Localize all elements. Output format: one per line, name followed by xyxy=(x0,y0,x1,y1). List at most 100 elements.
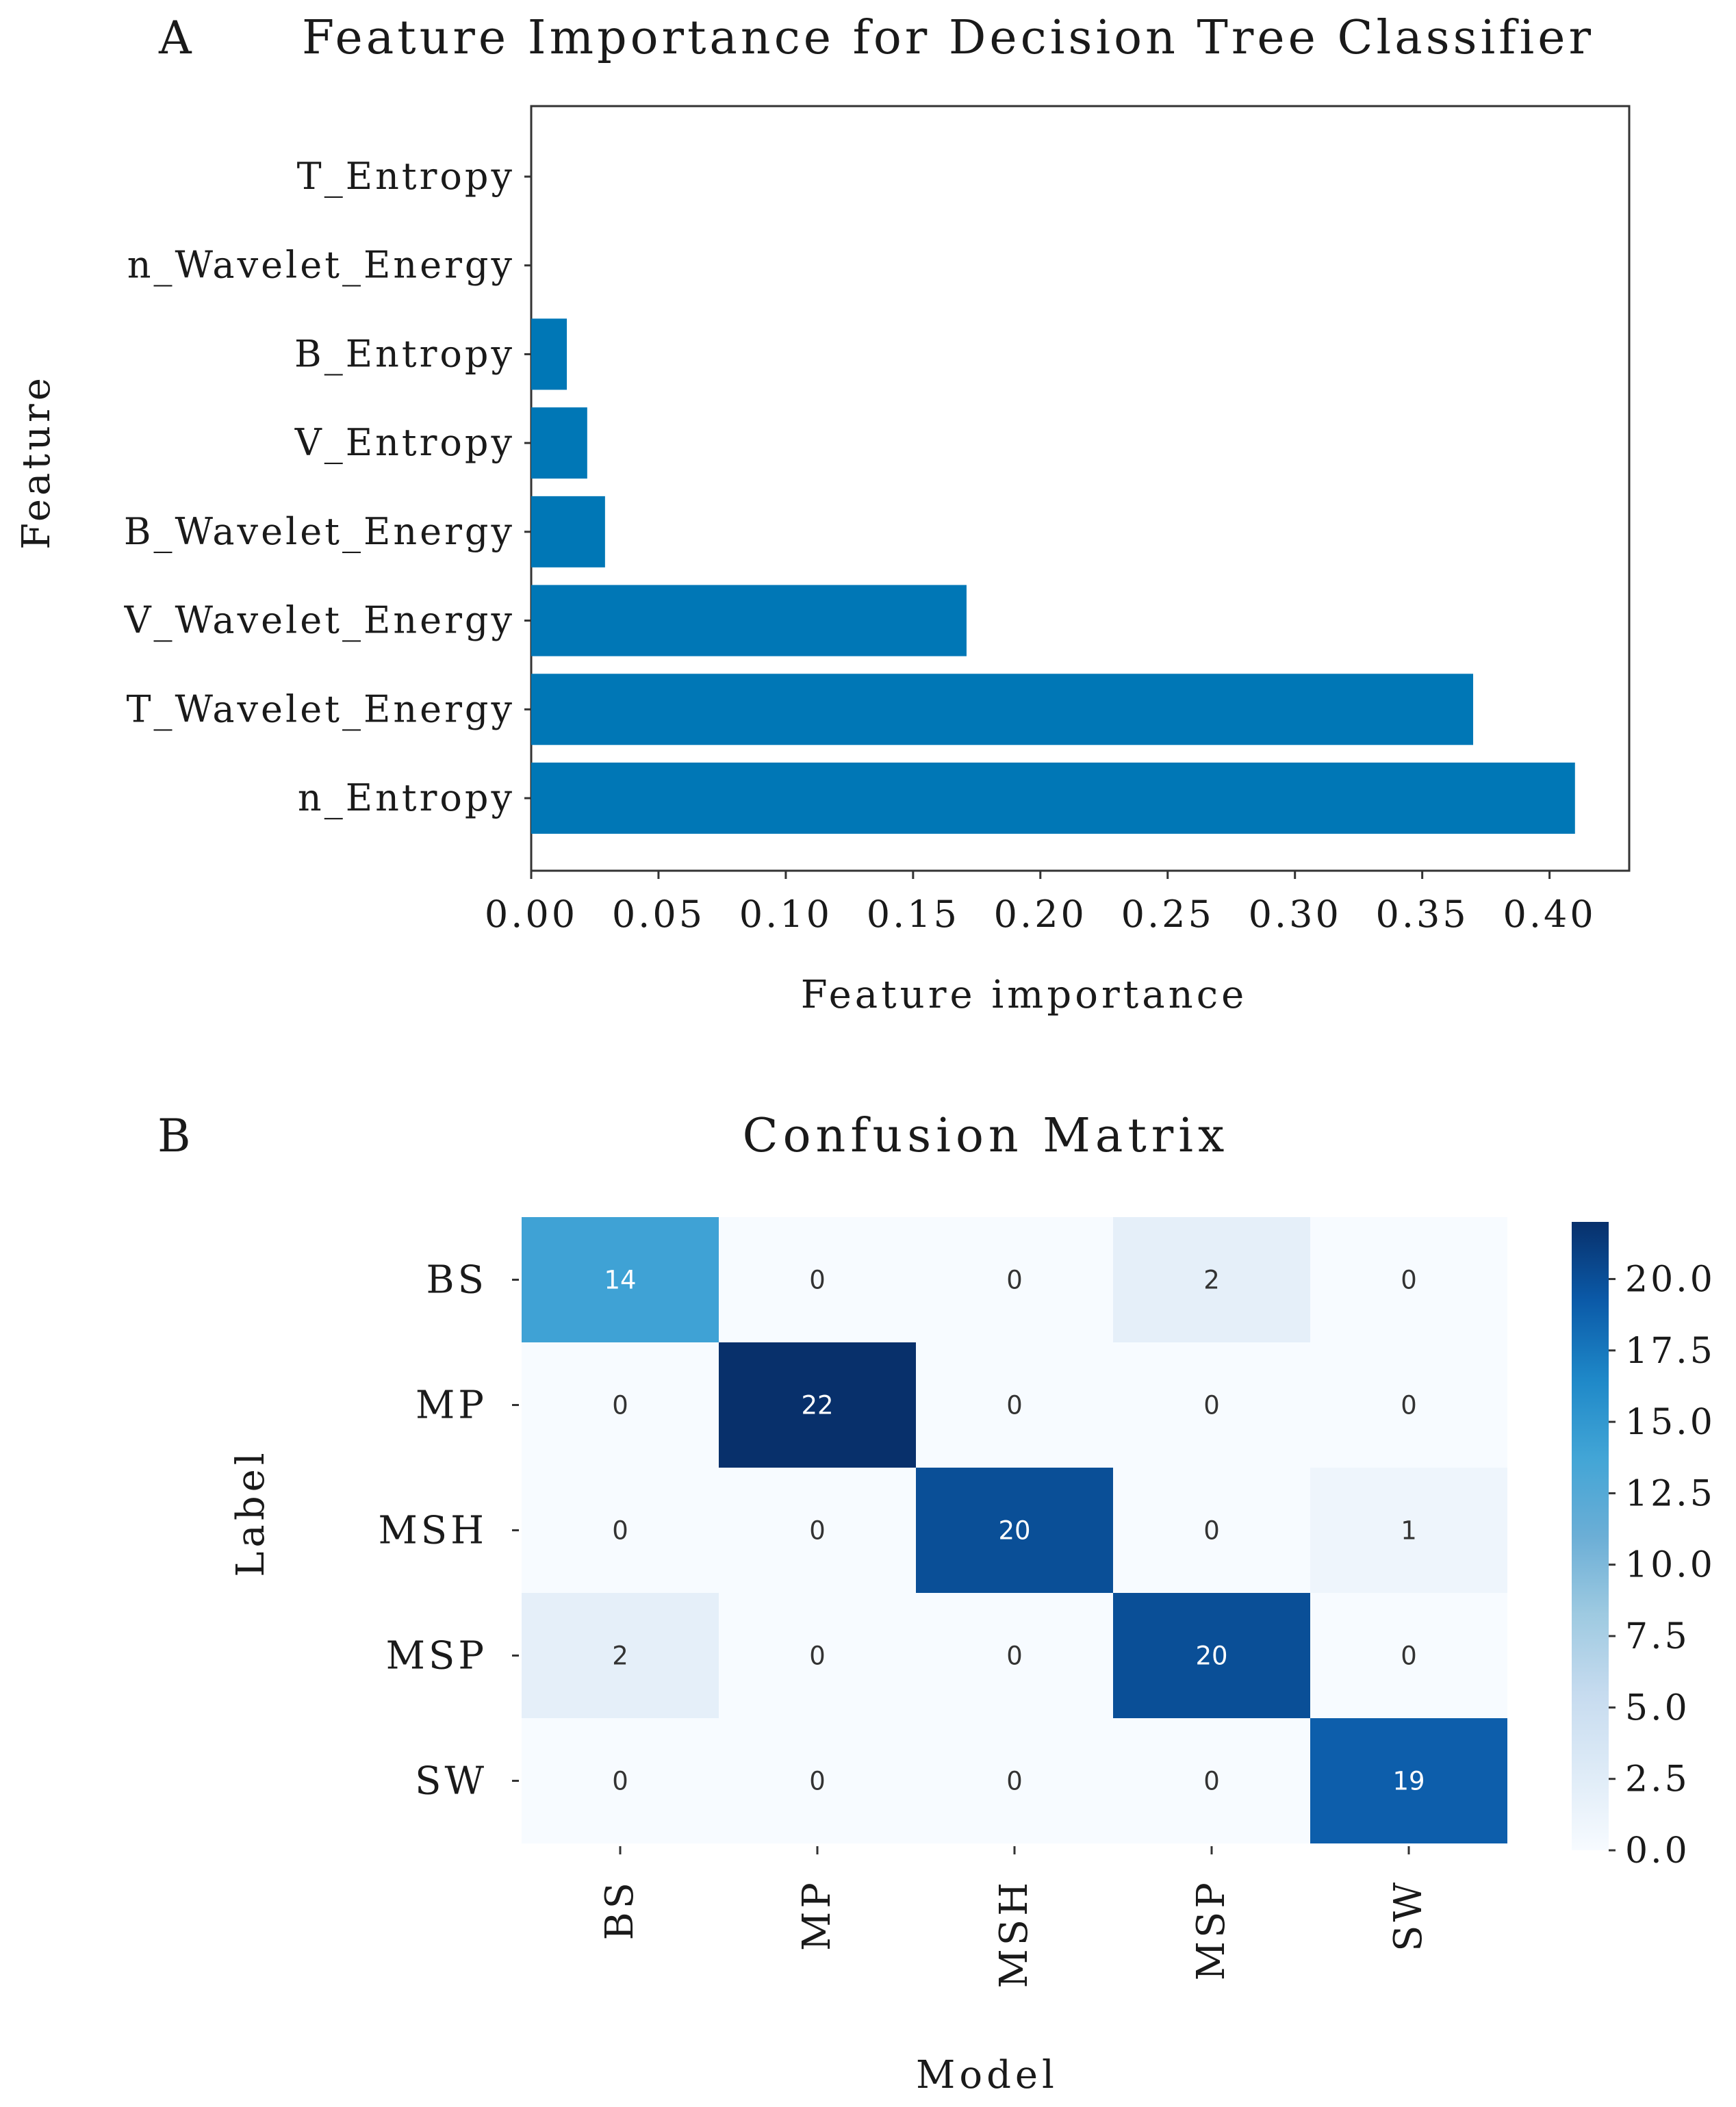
cell-value: 2 xyxy=(612,1642,628,1671)
colorbar-tick-label: 2.5 xyxy=(1625,1759,1690,1800)
cell-MSP-MP xyxy=(719,1593,916,1718)
chart-a-title: Feature Importance for Decision Tree Cla… xyxy=(302,11,1594,65)
row-labels: BS MP MSH MSP SW xyxy=(378,1258,519,1804)
colorbar-tick-label: 10.0 xyxy=(1625,1545,1715,1586)
y-tick-label-T_Wavelet_Energy: T_Wavelet_Energy xyxy=(127,687,515,730)
cell-MSH-BS xyxy=(522,1468,719,1593)
bar-T_Wavelet_Energy xyxy=(531,674,1474,745)
plot-frame xyxy=(530,105,1631,872)
cell-value: 0 xyxy=(612,1767,628,1796)
cell-value: 0 xyxy=(1006,1642,1023,1671)
cell-MSH-MP xyxy=(719,1468,916,1593)
cell-MSH-SW xyxy=(1310,1468,1507,1593)
y-tick-label-T_Entropy: T_Entropy xyxy=(297,155,515,198)
cell-SW-SW xyxy=(1310,1718,1507,1843)
cell-value: 14 xyxy=(604,1266,636,1295)
bar-B_Entropy xyxy=(531,318,567,390)
col-label-SW: SW xyxy=(1386,1879,1431,1952)
cell-MSP-BS xyxy=(522,1593,719,1718)
cell-value: 22 xyxy=(801,1391,833,1420)
cell-value: 0 xyxy=(809,1642,826,1671)
y-tick-label-V_Wavelet_Energy: V_Wavelet_Energy xyxy=(124,599,515,642)
row-label-MP: MP xyxy=(416,1383,487,1428)
y-tick-label-n_Entropy: n_Entropy xyxy=(298,776,515,819)
heatmap-x-axis-label: Model xyxy=(916,2053,1058,2097)
colorbar xyxy=(1572,1222,1609,1850)
cell-value: 2 xyxy=(1203,1266,1220,1295)
colorbar-tick-label: 0.0 xyxy=(1625,1830,1690,1872)
cell-MP-MP xyxy=(719,1342,916,1468)
bars xyxy=(531,318,1575,834)
cell-MP-MSH xyxy=(916,1342,1113,1468)
cell-value: 0 xyxy=(1203,1767,1220,1796)
cell-MSH-MSH xyxy=(916,1468,1113,1593)
row-label-MSP: MSP xyxy=(386,1634,487,1678)
panel-b-letter: B xyxy=(157,1110,191,1162)
x-tick-label: 0.25 xyxy=(1121,893,1214,936)
y-category-labels: T_Entropy n_Wavelet_Energy B_Entropy V_Entr… xyxy=(124,155,531,819)
cell-value: 0 xyxy=(1006,1767,1023,1796)
cell-value: 0 xyxy=(809,1767,826,1796)
row-label-MSH: MSH xyxy=(378,1509,487,1553)
y-tick-label-n_Wavelet_Energy: n_Wavelet_Energy xyxy=(127,244,515,287)
y-tick-label-B_Wavelet_Energy: B_Wavelet_Energy xyxy=(124,510,515,553)
cell-MP-BS xyxy=(522,1342,719,1468)
colorbar-tick-label: 17.5 xyxy=(1625,1331,1715,1372)
x-tick-label: 0.40 xyxy=(1503,893,1596,936)
row-label-BS: BS xyxy=(426,1258,487,1303)
x-tick-label: 0.05 xyxy=(612,893,705,936)
cell-BS-BS xyxy=(522,1217,719,1342)
cell-value: 20 xyxy=(1195,1642,1227,1671)
cell-value: 20 xyxy=(998,1516,1030,1546)
y-tick-label-B_Entropy: B_Entropy xyxy=(294,332,515,375)
col-label-MP: MP xyxy=(795,1879,839,1951)
feature-importance-chart: A Feature Importance for Decision Tree C… xyxy=(14,11,1631,1017)
colorbar-ticks: 0.0 2.5 5.0 7.5 10.0 12.5 15.0 17.5 20.0 xyxy=(1609,1259,1715,1872)
y-tick-label-V_Entropy: V_Entropy xyxy=(294,421,515,464)
x-axis-label: Feature importance xyxy=(801,973,1247,1017)
x-tick-label: 0.30 xyxy=(1249,893,1342,936)
x-tick-label: 0.20 xyxy=(994,893,1087,936)
cell-value: 0 xyxy=(1203,1391,1220,1420)
bar-B_Wavelet_Energy xyxy=(531,496,605,567)
cell-value: 0 xyxy=(1203,1516,1220,1546)
x-tick-label: 0.00 xyxy=(485,893,578,936)
x-tick-label: 0.35 xyxy=(1376,893,1469,936)
cell-value: 0 xyxy=(612,1391,628,1420)
cell-MP-MSP xyxy=(1113,1342,1310,1468)
cell-BS-SW xyxy=(1310,1217,1507,1342)
heatmap-cells: 14 0 0 2 00 22 0 0 00 0 20 0 12 0 0 20 00 0 0 0 19 xyxy=(522,1217,1507,1843)
cell-BS-MP xyxy=(719,1217,916,1342)
cell-value: 0 xyxy=(809,1266,826,1295)
cell-value: 0 xyxy=(1006,1391,1023,1420)
cell-MSP-MSP xyxy=(1113,1593,1310,1718)
col-label-MSP: MSP xyxy=(1189,1879,1234,1980)
cell-value: 0 xyxy=(809,1516,826,1546)
cell-MSP-MSH xyxy=(916,1593,1113,1718)
confusion-matrix-chart: B Confusion Matrix 14 0 0 2 00 22 0 0 00 0 20 0 12 0 0… xyxy=(157,1109,1715,2097)
cell-SW-BS xyxy=(522,1718,719,1843)
cell-SW-MSH xyxy=(916,1718,1113,1843)
col-label-BS: BS xyxy=(598,1879,642,1941)
cell-value: 0 xyxy=(1006,1266,1023,1295)
cell-BS-MSP xyxy=(1113,1217,1310,1342)
bar-V_Entropy xyxy=(531,407,587,479)
cell-MSH-MSP xyxy=(1113,1468,1310,1593)
col-label-MSH: MSH xyxy=(992,1879,1036,1989)
x-axis-ticks: 0.00 0.05 0.10 0.15 0.20 0.25 0.30 0.35 0.40 xyxy=(485,871,1596,936)
cell-value: 1 xyxy=(1401,1516,1417,1546)
row-label-SW: SW xyxy=(415,1759,487,1804)
colorbar-tick-label: 5.0 xyxy=(1625,1687,1690,1728)
column-labels: BS MP MSH MSP SW xyxy=(598,1846,1431,1989)
bar-V_Wavelet_Energy xyxy=(531,585,967,656)
bar-n_Entropy xyxy=(531,763,1575,834)
heatmap-y-axis-label: Label xyxy=(229,1448,273,1576)
panel-a-letter: A xyxy=(158,12,192,64)
cell-value: 0 xyxy=(1401,1642,1417,1671)
cell-BS-MSH xyxy=(916,1217,1113,1342)
cell-value: 0 xyxy=(612,1516,628,1546)
x-tick-label: 0.15 xyxy=(867,893,960,936)
colorbar-tick-label: 20.0 xyxy=(1625,1259,1715,1300)
chart-b-title: Confusion Matrix xyxy=(743,1109,1229,1163)
